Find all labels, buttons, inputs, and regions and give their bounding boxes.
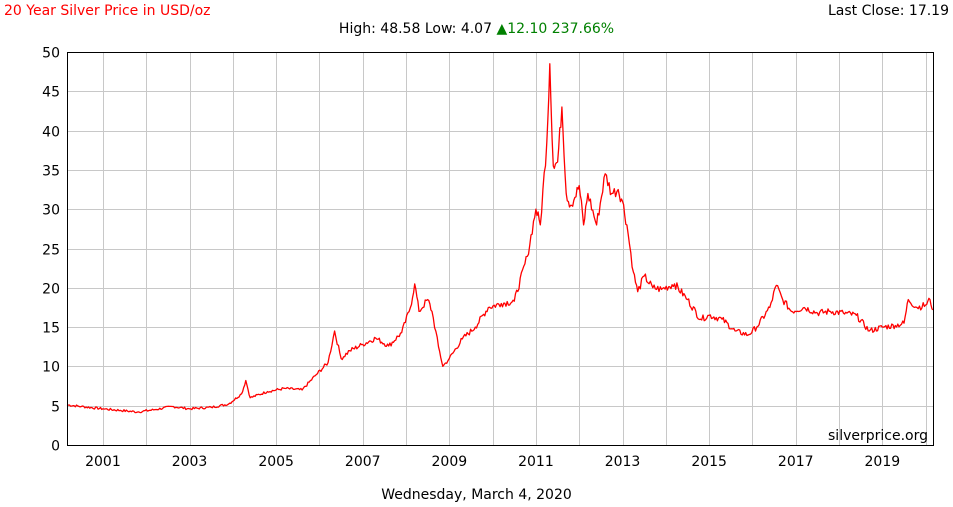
change-value: 12.10 (507, 21, 548, 37)
low-label: Low: (424, 21, 457, 37)
x-tick-label: 2015 (691, 454, 727, 470)
chart-title: 20 Year Silver Price in USD/oz (4, 3, 211, 19)
y-tick-label: 5 (51, 400, 60, 416)
grid-lines (67, 52, 933, 446)
watermark-text: silverprice.org (828, 428, 928, 444)
y-tick-label: 20 (42, 282, 60, 298)
x-tick-label: 2005 (258, 454, 294, 470)
y-tick-label: 25 (42, 243, 60, 259)
x-tick-label: 2019 (865, 454, 901, 470)
plot-frame (67, 52, 934, 446)
last-close: Last Close: 17.19 (828, 3, 949, 19)
y-tick-label: 45 (42, 85, 60, 101)
high-label: High: (338, 21, 376, 37)
x-tick-label: 2017 (778, 454, 814, 470)
x-tick-label: 2009 (432, 454, 468, 470)
x-tick-label: 2007 (345, 454, 381, 470)
y-tick-label: 40 (42, 125, 60, 141)
x-tick-label: 2003 (172, 454, 208, 470)
y-tick-label: 30 (42, 203, 60, 219)
y-tick-label: 35 (42, 164, 60, 180)
y-tick-label: 50 (42, 46, 60, 62)
chart-date: Wednesday, March 4, 2020 (381, 487, 572, 503)
y-tick-label: 0 (51, 439, 60, 455)
change-up-arrow-icon: ▲ (496, 21, 508, 37)
high-value: 48.58 (380, 21, 421, 37)
low-value: 4.07 (460, 21, 492, 37)
y-tick-label: 15 (42, 321, 60, 337)
x-tick-label: 2011 (518, 454, 554, 470)
change-percent: 237.66% (551, 21, 615, 37)
last-close-label: Last Close: (827, 3, 905, 19)
y-tick-label: 10 (42, 360, 60, 376)
price-stats: High: 48.58 Low: 4.07 ▲12.10 237.66% (0, 21, 953, 37)
x-tick-label: 2013 (605, 454, 641, 470)
price-line-series (66, 63, 934, 414)
x-tick-label: 2001 (85, 454, 121, 470)
axis-tick-labels: 0 5 10 15 20 25 30 35 40 45 50 2001 2003 2005 2007 2009… (42, 46, 900, 471)
last-close-value: 17.19 (908, 3, 949, 19)
